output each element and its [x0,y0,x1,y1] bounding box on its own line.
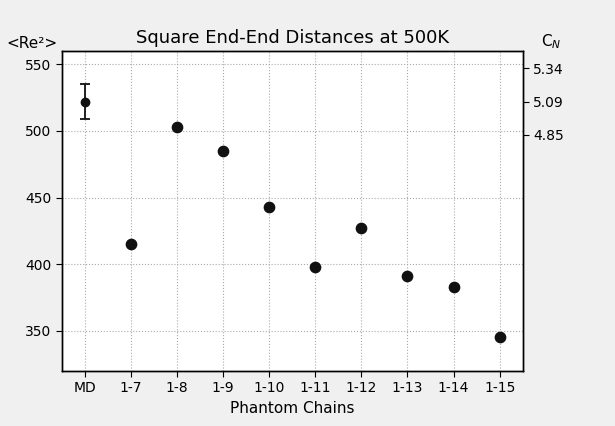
X-axis label: Phantom Chains: Phantom Chains [230,400,354,416]
Point [125,241,135,248]
Point [494,334,504,341]
Point [310,263,320,270]
Point [264,204,274,210]
Text: <Re²>: <Re²> [6,36,57,51]
Title: Square End-End Distances at 500K: Square End-End Distances at 500K [135,29,449,47]
Point [402,273,412,279]
Text: C$_N$: C$_N$ [541,32,561,51]
Point [172,124,182,130]
Point [218,147,228,154]
Point [357,225,367,232]
Point [449,283,459,290]
